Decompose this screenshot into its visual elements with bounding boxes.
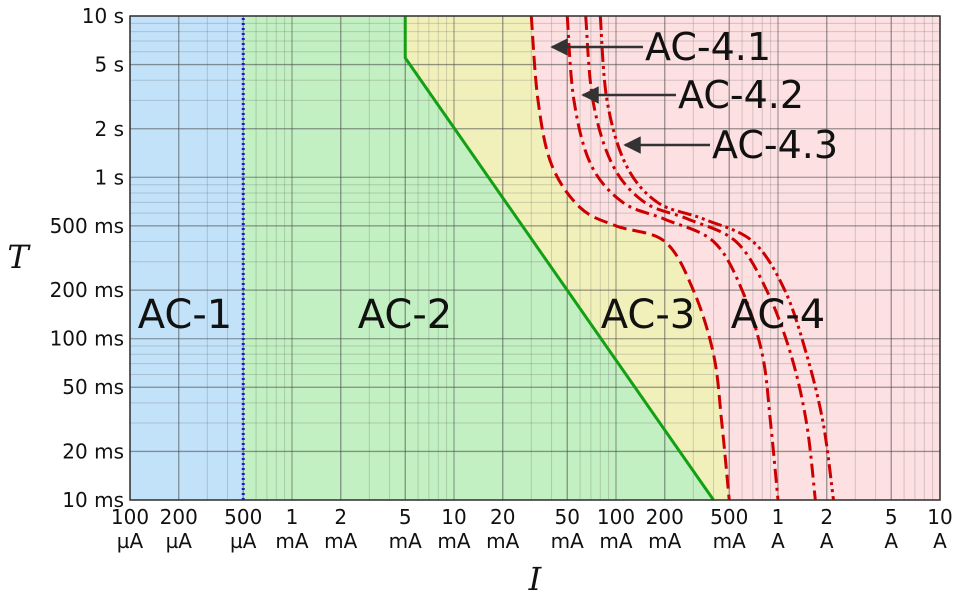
x-tick-label-line: 100 — [111, 505, 149, 529]
x-tick-label-line: 10 — [441, 505, 466, 529]
boundary-line — [584, 15, 817, 501]
x-tick-label-line: µA — [117, 529, 144, 553]
boundary-line — [403, 16, 715, 501]
x-tick-label: 500 mA — [710, 505, 748, 553]
x-tick-label: 20 mA — [486, 505, 519, 553]
region-fill — [130, 16, 244, 500]
region-label: AC-2 — [358, 292, 452, 338]
x-tick-label-line: 1 — [286, 505, 299, 529]
x-tick-label-line: µA — [166, 529, 193, 553]
x-tick-label: 500 µA — [224, 505, 262, 553]
x-tick-label-line: 100 — [597, 505, 635, 529]
x-tick-label-line: 10 — [927, 505, 952, 529]
x-tick-label-line: A — [884, 529, 898, 553]
x-tick-label-line: mA — [713, 529, 746, 553]
x-tick-label: 2 mA — [324, 505, 357, 553]
annotation: AC-4.2 — [678, 73, 804, 117]
x-tick-label-line: 5 — [885, 505, 898, 529]
x-tick-label-line: 2 — [334, 505, 347, 529]
x-tick-label-line: A — [771, 529, 785, 553]
x-tick-label-line: mA — [437, 529, 470, 553]
y-tick-label: 10 s — [82, 4, 124, 28]
x-tick-label-line: A — [820, 529, 834, 553]
region-label: AC-1 — [138, 292, 232, 338]
x-tick-label: 1 mA — [275, 505, 308, 553]
region-label: AC-4 — [731, 292, 825, 338]
x-tick-label-line: 500 — [224, 505, 262, 529]
plot-frame — [129, 15, 941, 501]
y-tick-label: 50 ms — [62, 375, 124, 399]
region-fill — [130, 16, 714, 500]
x-tick-label: 10 mA — [437, 505, 470, 553]
y-tick-label: 1 s — [94, 165, 124, 189]
x-tick-label-line: mA — [599, 529, 632, 553]
x-tick-label-line: 200 — [160, 505, 198, 529]
x-tick-label-line: 2 — [820, 505, 833, 529]
annotation: AC-4.1 — [645, 25, 771, 69]
x-tick-label-line: mA — [324, 529, 357, 553]
y-axis-label: T — [7, 238, 31, 276]
x-tick-label-line: 50 — [555, 505, 580, 529]
x-tick-label-line: mA — [551, 529, 584, 553]
x-tick-label-line: 1 — [772, 505, 785, 529]
boundary-line — [565, 15, 780, 501]
boundary-line — [598, 15, 835, 501]
x-tick-label-line: mA — [275, 529, 308, 553]
x-axis-label: I — [528, 560, 543, 598]
x-tick-label-line: 200 — [646, 505, 684, 529]
region-label: AC-3 — [601, 292, 695, 338]
x-tick-label: 100 µA — [111, 505, 149, 553]
x-tick-label-line: 5 — [399, 505, 412, 529]
x-tick-label: 50 mA — [551, 505, 584, 553]
x-tick-label-line: mA — [648, 529, 681, 553]
x-tick-label-line: mA — [389, 529, 422, 553]
x-tick-label-line: mA — [486, 529, 519, 553]
x-tick-label: 100 mA — [597, 505, 635, 553]
x-tick-label-line: 20 — [490, 505, 515, 529]
y-tick-label: 100 ms — [50, 327, 124, 351]
y-tick-label: 5 s — [94, 53, 124, 77]
y-tick-label: 10 ms — [62, 488, 124, 512]
boundary-line — [529, 15, 731, 501]
x-tick-label-line: A — [933, 529, 947, 553]
y-tick-label: 2 s — [94, 117, 124, 141]
annotation: AC-4.3 — [712, 123, 838, 167]
x-tick-label-line: µA — [230, 529, 257, 553]
x-tick-label: 200 mA — [646, 505, 684, 553]
y-tick-label: 20 ms — [62, 439, 124, 463]
x-tick-label: 10 A — [927, 505, 952, 553]
x-tick-label-line: 500 — [710, 505, 748, 529]
x-tick-label: 5 mA — [389, 505, 422, 553]
y-tick-label: 200 ms — [50, 278, 124, 302]
y-tick-label: 500 ms — [50, 214, 124, 238]
x-tick-label: 200 µA — [160, 505, 198, 553]
